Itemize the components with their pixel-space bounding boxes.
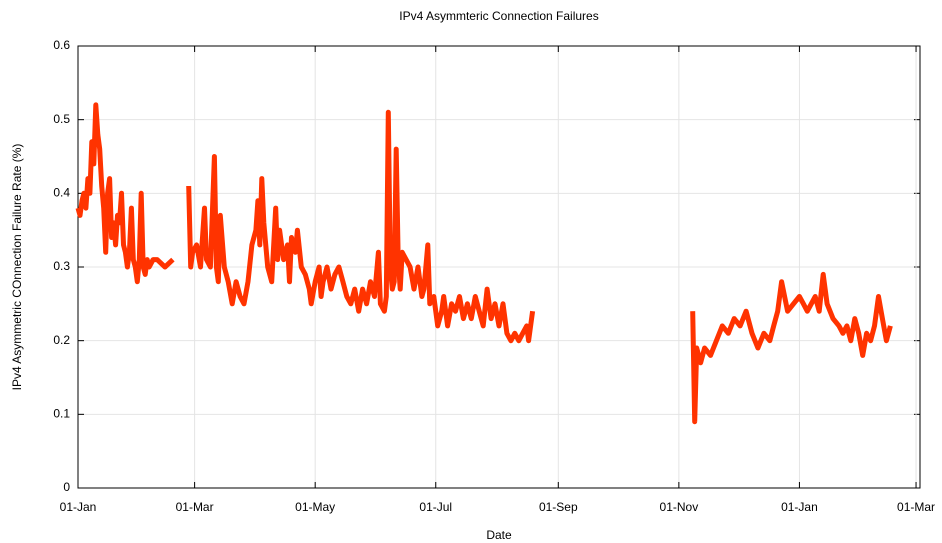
y-axis-label: IPv4 Asymmetric COnnection Failure Rate …: [10, 144, 24, 391]
y-tick-label: 0.1: [53, 407, 70, 421]
x-tick-label: 01-Sep: [539, 500, 578, 514]
x-tick-label: 01-May: [295, 500, 335, 514]
x-tick-label: 01-Jan: [60, 500, 97, 514]
chart-title: IPv4 Asymmteric Connection Failures: [399, 9, 598, 23]
y-tick-label: 0.3: [53, 259, 70, 273]
y-tick-label: 0.2: [53, 333, 70, 347]
x-tick-label: 01-Nov: [660, 500, 699, 514]
x-tick-label: 01-Jan: [781, 500, 818, 514]
x-tick-label: 01-Jul: [419, 500, 452, 514]
x-tick-label: 01-Mar: [176, 500, 214, 514]
data-line: [75, 102, 893, 425]
x-tick-label: 01-Mar: [897, 500, 935, 514]
plot-frame: [77, 45, 921, 489]
y-tick-label: 0.5: [53, 112, 70, 126]
x-axis-label: Date: [486, 528, 512, 542]
y-tick-label: 0.6: [53, 38, 70, 52]
y-tick-label: 0: [63, 480, 70, 494]
y-tick-label: 0.4: [53, 186, 70, 200]
